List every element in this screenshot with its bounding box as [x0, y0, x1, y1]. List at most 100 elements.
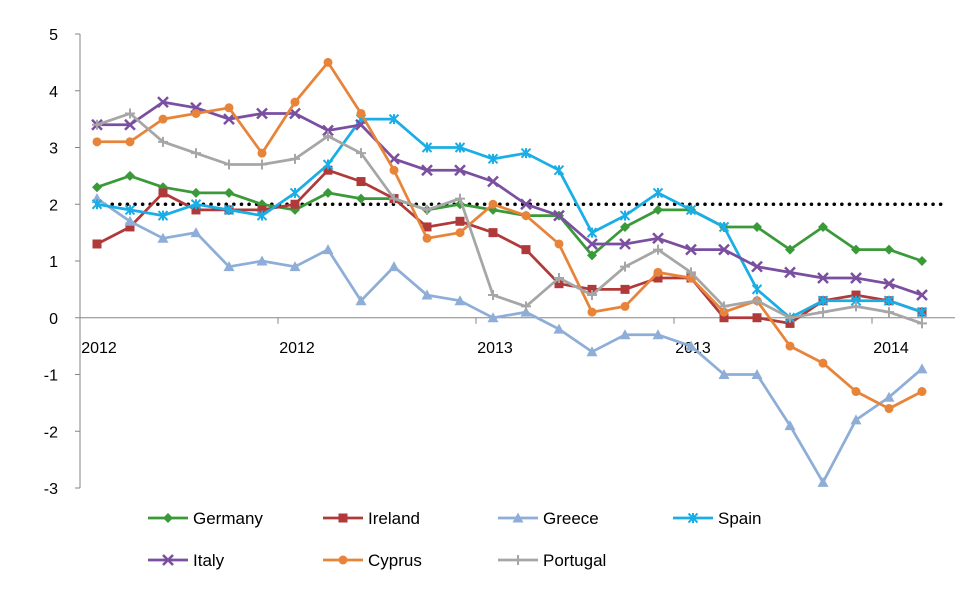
data-point-germany: [620, 221, 630, 232]
data-point-italy: [256, 107, 268, 120]
data-point-greece: [553, 323, 565, 334]
data-point-spain: [322, 159, 334, 170]
series-line-greece: [96, 197, 923, 484]
x-tick-label: 2012: [279, 340, 315, 357]
x-tick-label: 2013: [477, 340, 513, 357]
data-point-greece: [223, 261, 235, 272]
data-point-cyprus: [92, 137, 102, 147]
data-point-ireland: [785, 318, 795, 328]
data-point-greece: [817, 476, 829, 487]
data-point-italy: [289, 107, 301, 120]
data-point-spain: [421, 142, 433, 153]
y-tick-label: -1: [44, 368, 58, 385]
data-point-spain: [91, 199, 103, 210]
data-point-cyprus: [125, 137, 135, 147]
data-point-ireland: [752, 313, 762, 323]
data-point-spain: [652, 187, 664, 199]
data-point-italy: [685, 243, 697, 256]
data-point-spain: [817, 295, 829, 306]
data-point-cyprus: [884, 404, 894, 414]
data-point-portugal: [686, 267, 696, 278]
data-point-portugal: [917, 318, 927, 329]
data-point-greece: [850, 414, 862, 425]
x-tick-label: 2014: [873, 340, 909, 357]
data-point-cyprus: [620, 301, 630, 311]
data-point-spain: [487, 153, 499, 165]
data-point-italy: [652, 232, 664, 245]
data-point-greece: [784, 420, 796, 431]
data-point-ireland: [125, 222, 135, 232]
data-point-portugal: [719, 301, 729, 312]
data-point-greece: [256, 255, 268, 266]
legend-marker-germany: [163, 513, 173, 523]
series-italy: [91, 96, 928, 301]
data-point-cyprus: [224, 103, 234, 113]
data-point-spain: [751, 284, 763, 295]
data-point-spain: [718, 221, 730, 233]
series-spain: [91, 113, 928, 323]
data-point-italy: [916, 289, 928, 301]
data-point-portugal: [158, 136, 168, 147]
data-point-greece: [355, 295, 367, 306]
data-point-cyprus: [257, 148, 267, 158]
data-point-italy: [586, 238, 598, 250]
data-point-greece: [157, 232, 169, 243]
data-point-cyprus: [290, 97, 300, 107]
data-point-italy: [817, 272, 829, 284]
data-point-ireland: [290, 199, 300, 209]
data-point-ireland: [851, 290, 861, 300]
data-point-ireland: [653, 273, 663, 283]
data-point-italy: [223, 113, 235, 126]
x-tick-label: 2012: [81, 340, 117, 357]
data-point-portugal: [125, 108, 135, 119]
data-point-greece: [190, 227, 202, 238]
data-point-italy: [553, 209, 565, 222]
series-cyprus: [92, 57, 927, 414]
data-point-italy: [850, 272, 862, 284]
data-point-spain: [520, 147, 532, 159]
data-point-greece: [718, 369, 730, 379]
data-point-spain: [289, 187, 301, 199]
y-tick-label: 0: [49, 311, 58, 328]
data-point-greece: [619, 329, 631, 340]
data-point-greece: [916, 363, 928, 374]
data-point-portugal: [455, 193, 465, 204]
data-point-portugal: [389, 193, 399, 204]
data-point-spain: [883, 295, 895, 306]
legend-item-portugal: Portugal: [498, 551, 606, 570]
data-point-greece: [520, 306, 532, 317]
data-point-portugal: [785, 312, 795, 323]
legend-item-spain: Spain: [673, 509, 761, 528]
data-point-greece: [124, 215, 136, 226]
legend-label-cyprus: Cyprus: [368, 551, 422, 570]
data-point-germany: [125, 170, 135, 181]
legend-label-ireland: Ireland: [368, 509, 420, 528]
y-tick-label: -3: [44, 481, 58, 498]
series-ireland: [92, 165, 927, 328]
data-point-greece: [883, 391, 895, 402]
data-point-greece: [652, 329, 664, 340]
data-point-germany: [818, 221, 828, 232]
data-point-spain: [685, 204, 697, 216]
data-point-cyprus: [653, 267, 663, 277]
data-point-italy: [124, 118, 136, 131]
data-point-italy: [157, 96, 169, 108]
data-point-cyprus: [356, 108, 366, 118]
legend-label-germany: Germany: [193, 509, 263, 528]
data-point-greece: [487, 312, 499, 323]
legend-marker-cyprus: [338, 555, 348, 565]
legend-label-portugal: Portugal: [543, 551, 606, 570]
data-point-germany: [587, 250, 597, 261]
data-point-germany: [323, 187, 333, 198]
data-point-cyprus: [191, 108, 201, 118]
data-point-italy: [487, 175, 499, 188]
data-point-greece: [586, 346, 598, 357]
data-point-cyprus: [521, 211, 531, 221]
legend-marker-ireland: [338, 513, 348, 523]
series-portugal: [92, 108, 927, 329]
y-tick-label: -2: [44, 424, 58, 441]
data-point-italy: [322, 124, 334, 137]
data-point-spain: [586, 227, 598, 238]
data-point-spain: [124, 204, 136, 216]
